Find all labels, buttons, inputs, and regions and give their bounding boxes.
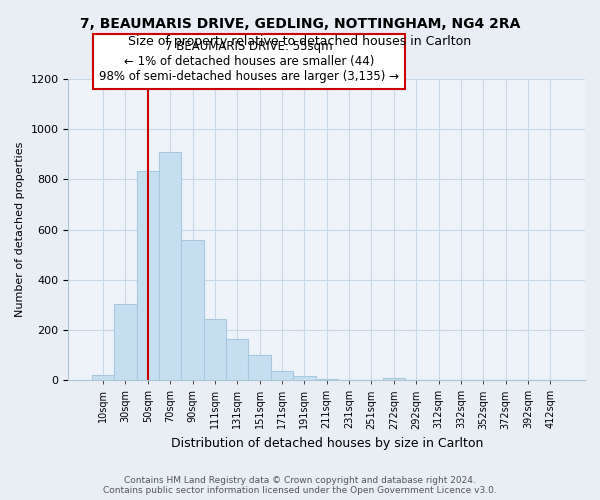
Bar [159,152,181,380]
Bar [316,379,338,380]
X-axis label: Distribution of detached houses by size in Carlton: Distribution of detached houses by size … [170,437,483,450]
Bar [137,170,159,380]
Text: 7, BEAUMARIS DRIVE, GEDLING, NOTTINGHAM, NG4 2RA: 7, BEAUMARIS DRIVE, GEDLING, NOTTINGHAM,… [80,18,520,32]
Bar [248,355,271,380]
Bar [92,375,114,380]
Text: Contains HM Land Registry data © Crown copyright and database right 2024.
Contai: Contains HM Land Registry data © Crown c… [103,476,497,495]
Bar [181,240,204,380]
Y-axis label: Number of detached properties: Number of detached properties [15,142,25,318]
Bar [114,304,137,380]
Bar [271,370,293,380]
Text: 7 BEAUMARIS DRIVE: 55sqm
← 1% of detached houses are smaller (44)
98% of semi-de: 7 BEAUMARIS DRIVE: 55sqm ← 1% of detache… [99,40,399,83]
Bar [293,376,316,380]
Bar [226,338,248,380]
Bar [204,318,226,380]
Text: Size of property relative to detached houses in Carlton: Size of property relative to detached ho… [128,35,472,48]
Bar [383,378,405,380]
